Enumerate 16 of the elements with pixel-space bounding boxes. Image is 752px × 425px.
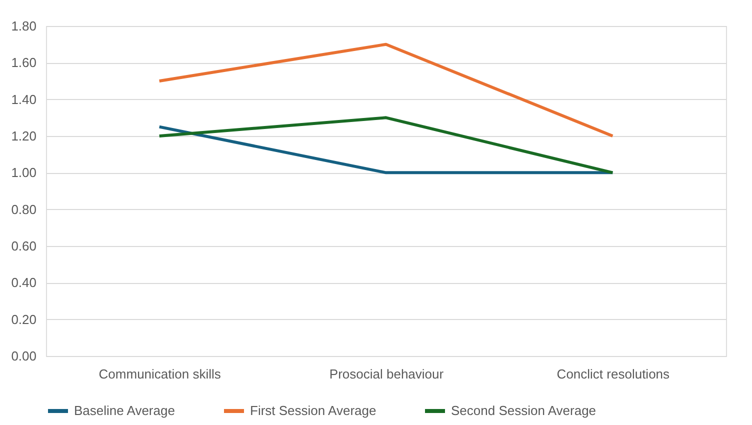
legend-label: Baseline Average — [74, 403, 175, 418]
y-tick-label: 1.00 — [11, 165, 36, 180]
y-tick-label: 1.60 — [11, 55, 36, 70]
y-tick-label: 0.20 — [11, 312, 36, 327]
y-tick-label: 1.20 — [11, 128, 36, 144]
y-tick-label: 0.80 — [11, 202, 36, 217]
y-tick-label: 0.60 — [11, 238, 36, 254]
legend-label: Second Session Average — [451, 403, 596, 418]
y-tick-label: 1.40 — [11, 92, 36, 107]
x-tick-label: Prosocial behaviour — [329, 366, 444, 382]
legend-label: First Session Average — [250, 403, 376, 418]
x-tick-label: Conclict resolutions — [556, 366, 670, 382]
y-tick-label: 0.40 — [11, 275, 36, 290]
x-tick-label: Communication skills — [98, 366, 222, 382]
y-tick-label: 0.00 — [11, 348, 36, 364]
y-tick-label: 1.80 — [11, 18, 36, 34]
